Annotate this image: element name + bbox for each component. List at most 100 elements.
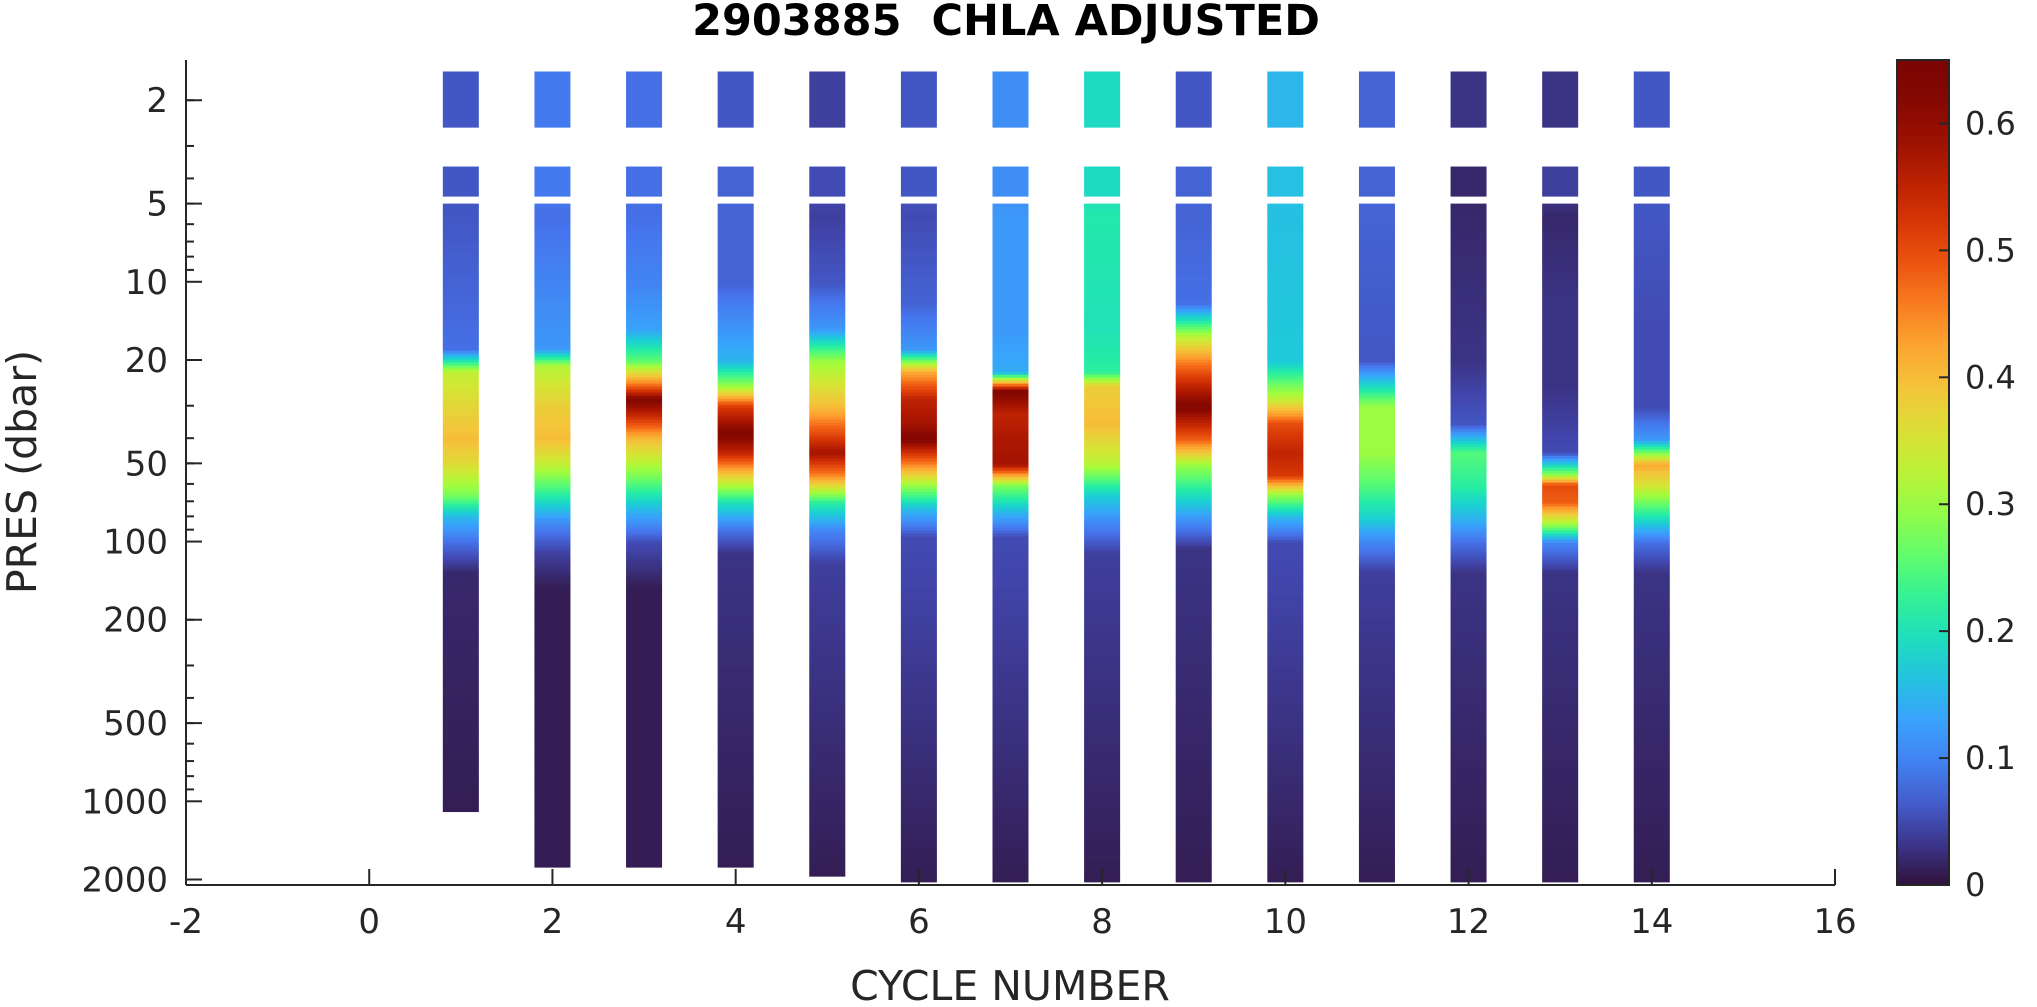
profile-cell [534,569,571,574]
profile-cell [1633,746,1670,751]
profile-cell [992,377,1029,382]
profile-cell [1633,323,1670,328]
profile-cell [809,713,846,718]
profile-cell [1633,830,1670,835]
profile-cell [1542,509,1579,514]
profile-cell [1175,344,1212,349]
profile-cell [1175,527,1212,532]
profile-cell [1542,530,1579,535]
profile-cell [900,776,937,781]
profile-cell [717,827,754,832]
profile-cell [900,590,937,595]
profile-cell [1542,581,1579,586]
profile-cell [1084,395,1121,400]
profile-cell [1542,479,1579,484]
profile-cell [809,497,846,502]
profile-cell [1450,569,1487,574]
profile-cell [1633,761,1670,766]
profile-cell [1542,881,1579,883]
profile-cell [1267,482,1304,487]
profile-cell [900,854,937,859]
profile-cell [717,854,754,859]
profile-cell [1633,854,1670,859]
profile-cell [626,758,663,763]
profile-cell [1633,689,1670,694]
profile-cell [534,410,571,415]
profile-cell [809,764,846,769]
profile-cell [809,851,846,856]
profile-cell [717,245,754,250]
profile-cell [626,743,663,748]
profile-cell [717,647,754,652]
profile-cell [1175,809,1212,814]
profile-cell [1542,722,1579,727]
profile-cell [534,749,571,754]
profile-cell [1450,626,1487,631]
profile-cell [1542,359,1579,364]
profile-cell [992,623,1029,628]
profile-cell [717,401,754,406]
profile-cell [534,203,571,208]
profile-cell [717,590,754,595]
profile-cell [1633,407,1670,412]
near-surface-sample [1450,166,1487,197]
profile-cell [900,812,937,817]
profile-cell [1175,845,1212,850]
profile-cell [1267,698,1304,703]
profile-cycle-8 [1084,71,1121,883]
profile-cell [1084,356,1121,361]
profile-cell [1267,287,1304,292]
profile-cell [992,335,1029,340]
profile-cell [900,827,937,832]
profile-cell [1633,650,1670,655]
profile-cell [1450,770,1487,775]
profile-cell [992,860,1029,865]
profile-cell [1267,602,1304,607]
profile-cell [626,680,663,685]
profile-cell [1633,449,1670,454]
profile-cell [809,449,846,454]
profile-cell [1267,605,1304,610]
profile-cell [626,359,663,364]
profile-cell [1175,584,1212,589]
profile-cell [1358,212,1395,217]
profile-cell [1267,203,1304,208]
profile-cell [626,809,663,814]
profile-cell [534,836,571,841]
profile-cell [534,341,571,346]
profile-cell [809,416,846,421]
profile-cell [1084,296,1121,301]
profile-cell [992,299,1029,304]
profile-cell [1358,371,1395,376]
profile-cell [1358,311,1395,316]
profile-cell [1084,458,1121,463]
profile-cell [626,668,663,673]
profile-cell [1267,464,1304,469]
profile-cell [717,542,754,547]
profile-cell [992,359,1029,364]
profile-cell [717,470,754,475]
profile-cell [1358,734,1395,739]
profile-cell [442,509,479,514]
profile-cell [442,608,479,613]
profile-cell [900,746,937,751]
profile-cell [1542,776,1579,781]
profile-cell [809,800,846,805]
profile-cell [1267,821,1304,826]
profile-cell [442,359,479,364]
profile-cell [534,701,571,706]
profile-cell [534,797,571,802]
profile-cell [626,467,663,472]
profile-cell [992,515,1029,520]
profile-cell [809,293,846,298]
profile-cell [1084,524,1121,529]
profile-cell [900,848,937,853]
profile-cell [1633,740,1670,745]
profile-cell [809,611,846,616]
profile-cell [1175,761,1212,766]
profile-cell [900,254,937,259]
profile-cell [900,206,937,211]
profile-cell [992,620,1029,625]
profile-cell [900,824,937,829]
profile-cell [1633,563,1670,568]
